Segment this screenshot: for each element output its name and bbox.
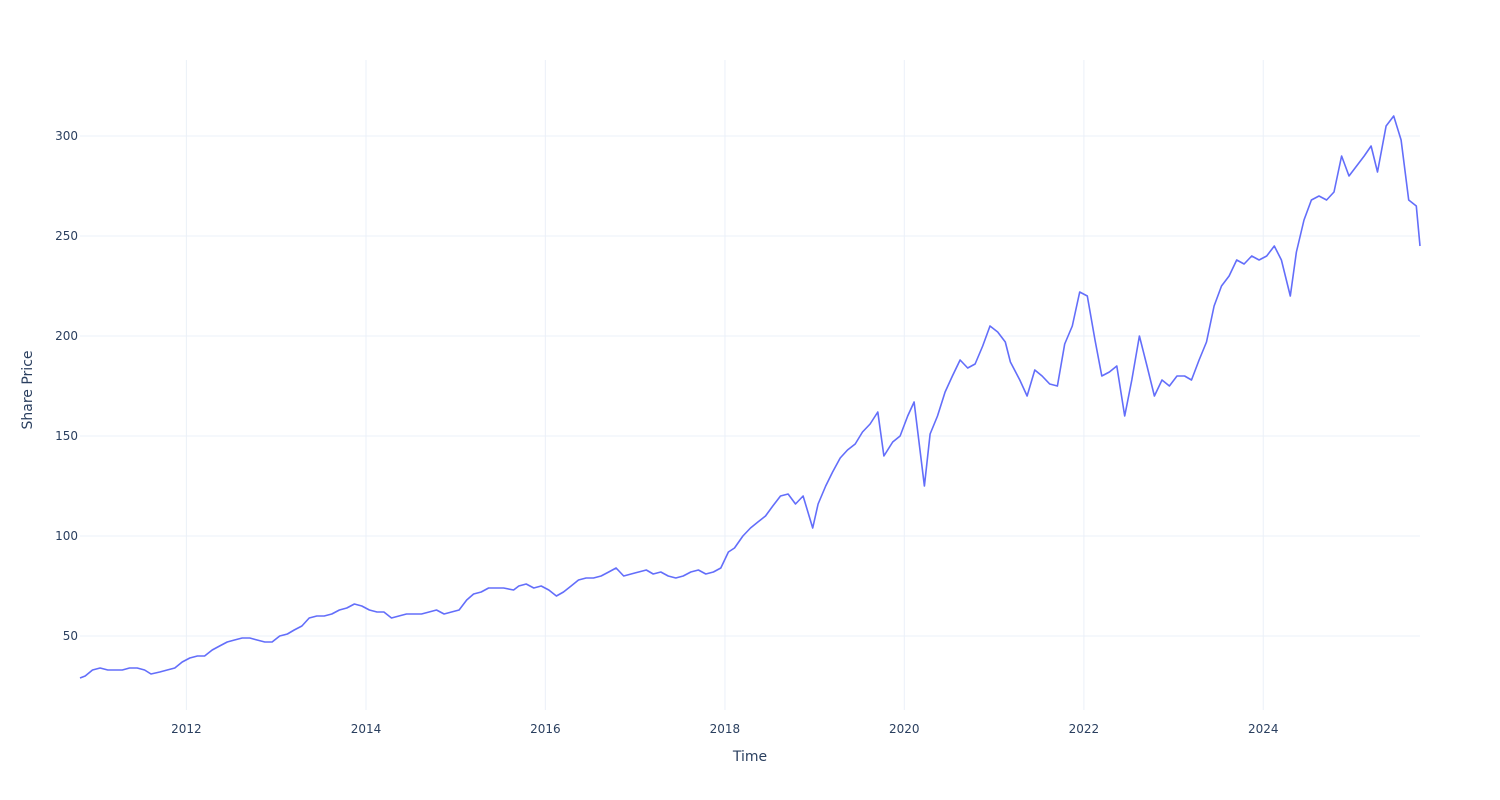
gridlines [80,60,1420,710]
y-axis-ticks: 50 100 150 200 250 300 [55,129,78,643]
y-tick-label: 150 [55,429,78,443]
x-tick-label: 2014 [351,722,382,736]
plot-area [79,115,1421,679]
x-axis-title: Time [732,749,767,765]
x-tick-label: 2022 [1069,722,1100,736]
x-axis-ticks: 2012 2014 2016 2018 2020 2022 2024 [171,722,1278,736]
y-tick-label: 100 [55,529,78,543]
y-tick-label: 50 [63,629,78,643]
x-tick-label: 2018 [710,722,741,736]
series-line [79,115,1421,679]
y-tick-label: 250 [55,229,78,243]
x-tick-label: 2016 [530,722,561,736]
x-tick-label: 2020 [889,722,920,736]
x-tick-label: 2012 [171,722,202,736]
y-tick-label: 200 [55,329,78,343]
y-axis-title: Share Price [20,350,36,429]
x-tick-label: 2024 [1248,722,1279,736]
y-tick-label: 300 [55,129,78,143]
